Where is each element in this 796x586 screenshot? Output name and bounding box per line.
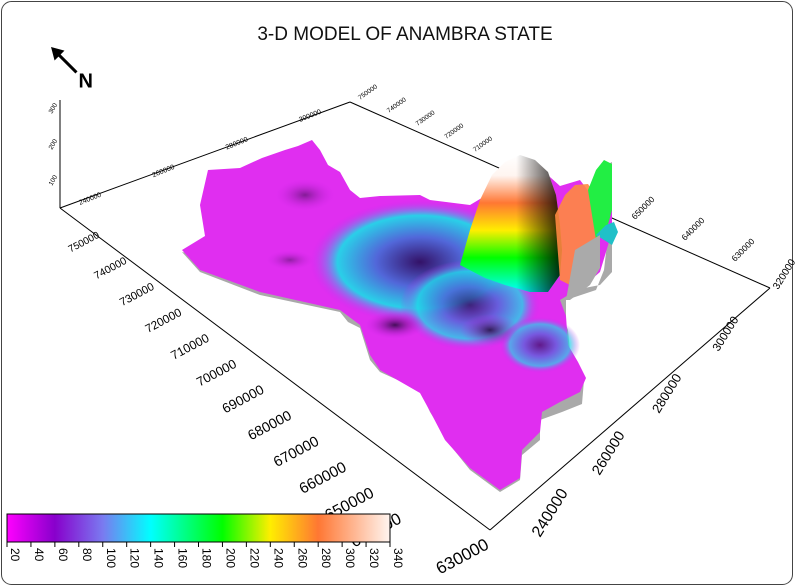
terrain-shadow (460, 314, 520, 346)
axis-box (59, 100, 771, 531)
north-arrow-icon: N (51, 47, 93, 93)
colorbar-tick-label: 260 (295, 548, 309, 568)
colorbar-tick-label: 100 (104, 548, 118, 568)
z-axis-tick-label: 200 (48, 138, 60, 151)
terrain-shadow (275, 179, 335, 211)
terrain-surface (182, 140, 618, 492)
colorbar-ticks: 20 40 60 80 100 120 140 160 180 200 220 240 260 280 30… (6, 542, 405, 568)
colorbar-tick-label: 340 (391, 548, 405, 568)
z-axis-tick-label: 100 (48, 174, 60, 187)
terrain-secondary-peak (596, 222, 618, 245)
colorbar-tick-label: 180 (200, 548, 214, 568)
colorbar-tick-label: 300 (343, 548, 357, 568)
colorbar-tick-label: 220 (247, 548, 261, 568)
colorbar-tick-label: 120 (128, 548, 142, 568)
colorbar: 20 40 60 80 100 120 140 160 180 200 220 240 260 280 30… (6, 513, 405, 568)
z-axis-labels: 100 200 300 (48, 102, 60, 187)
terrain-peak-shade (460, 155, 562, 292)
colorbar-tick-label: 80 (80, 548, 94, 562)
colorbar-tick-label: 160 (176, 548, 190, 568)
colorbar-tick-label: 240 (271, 548, 285, 568)
colorbar-tick-label: 40 (32, 548, 46, 562)
colorbar-swatch (6, 513, 391, 543)
terrain-shadow (266, 250, 314, 270)
terrain-secondary-peak (588, 160, 612, 240)
chart-title: 3-D MODEL OF ANAMBRA STATE (257, 24, 552, 45)
colorbar-tick-label: 140 (152, 548, 166, 568)
colorbar-tick-label: 320 (367, 548, 381, 568)
colorbar-tick-label: 60 (56, 548, 70, 562)
terrain-cliff (548, 235, 600, 300)
colorbar-tick-label: 200 (223, 548, 237, 568)
z-axis-tick-label: 300 (48, 102, 60, 115)
colorbar-tick-label: 280 (319, 548, 333, 568)
terrain-ridge (500, 317, 580, 373)
terrain-shadow (365, 311, 425, 339)
north-label: N (79, 71, 93, 93)
colorbar-tick-label: 20 (8, 548, 22, 562)
